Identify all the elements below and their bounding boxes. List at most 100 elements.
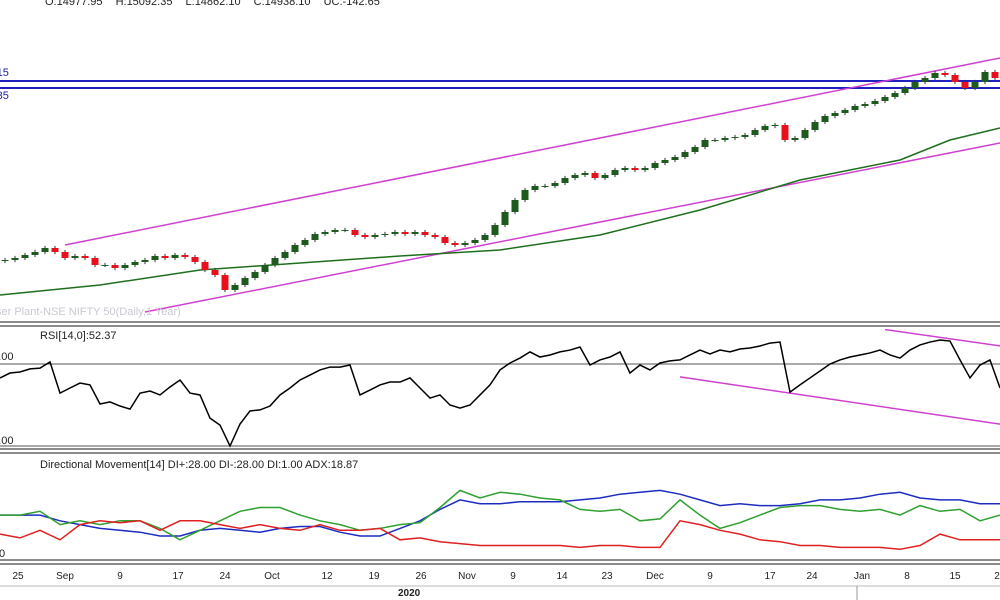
- candle-body: [31, 252, 39, 255]
- candle-body: [901, 88, 909, 93]
- x-tick-label: Oct: [264, 571, 280, 582]
- candle-body: [421, 232, 429, 235]
- candle-body: [381, 234, 389, 235]
- candle-body: [531, 186, 539, 190]
- candle-body: [511, 200, 519, 212]
- x-tick-label: 23: [601, 571, 613, 582]
- x-tick-label: 25: [12, 571, 24, 582]
- candle-body: [81, 256, 89, 258]
- candle-body: [281, 252, 289, 258]
- candle-body: [271, 258, 279, 265]
- x-tick-label: 2: [994, 571, 1000, 582]
- candle-body: [171, 255, 179, 258]
- candle-body: [251, 272, 259, 278]
- candle-body: [471, 240, 479, 243]
- candle-body: [621, 168, 629, 170]
- candle-body: [521, 190, 529, 200]
- price-trendline: [64, 57, 1000, 246]
- dmi-di-plus-line: [0, 489, 1000, 541]
- year-label: 2020: [398, 588, 421, 599]
- x-tick-label: Jan: [853, 571, 871, 582]
- candle-body: [971, 82, 979, 88]
- candle-body: [51, 248, 59, 252]
- x-tick-label: 9: [510, 571, 516, 582]
- x-tick-label: 19: [368, 571, 380, 582]
- candle-body: [121, 265, 129, 268]
- candle-body: [781, 125, 789, 140]
- candle-body: [911, 82, 919, 88]
- candle-body: [841, 110, 849, 113]
- x-tick-label: Dec: [646, 571, 664, 582]
- candle-body: [131, 262, 139, 265]
- candle-body: [261, 265, 269, 272]
- candle-body: [431, 235, 439, 237]
- rsi-level-70: 70.00: [0, 351, 14, 363]
- candle-body: [831, 113, 839, 116]
- candle-body: [191, 257, 199, 262]
- candle-body: [401, 232, 409, 234]
- level-label-2: 14336.35: [0, 90, 9, 102]
- candle-body: [501, 212, 509, 225]
- candle-body: [321, 232, 329, 234]
- candle-body: [861, 104, 869, 106]
- x-tick-label: 24: [806, 571, 818, 582]
- candle-body: [931, 73, 939, 78]
- candle-body: [661, 160, 669, 163]
- ohlc-readout: O:14977.95 H:15092.35 L:14862.10 C:14938…: [45, 0, 390, 8]
- candle-body: [691, 147, 699, 152]
- candle-body: [481, 235, 489, 240]
- candle-body: [311, 234, 319, 240]
- dmi-adx-line: [0, 489, 1000, 537]
- open-value: O:14977.95: [45, 0, 103, 8]
- candle-body: [181, 255, 189, 257]
- candle-body: [491, 225, 499, 235]
- candle-body: [371, 235, 379, 237]
- candle-body: [551, 183, 559, 186]
- close-value: C:14938.10: [253, 0, 311, 8]
- candle-body: [791, 138, 799, 140]
- x-tick-label: 17: [172, 571, 184, 582]
- x-tick-label: 9: [117, 571, 123, 582]
- dmi-di-minus-line: [0, 519, 1000, 551]
- candle-body: [61, 252, 69, 258]
- rsi-trendline: [679, 376, 1000, 425]
- candle-body: [591, 173, 599, 178]
- candle-body: [961, 82, 969, 88]
- candle-body: [751, 130, 759, 135]
- candle-body: [411, 232, 419, 234]
- candle-body: [801, 130, 809, 138]
- candle-body: [681, 152, 689, 157]
- low-value: L:14862.10: [185, 0, 241, 8]
- candle-body: [871, 101, 879, 104]
- level-label-1: 14469.15: [0, 67, 9, 79]
- candle-body: [851, 106, 859, 110]
- candle-body: [921, 78, 929, 82]
- candle-body: [561, 178, 569, 183]
- candle-body: [71, 256, 79, 258]
- candle-body: [391, 232, 399, 234]
- candle-body: [41, 248, 49, 252]
- candle-body: [461, 243, 469, 245]
- x-tick-label: 24: [219, 571, 231, 582]
- candle-body: [451, 243, 459, 245]
- candle-body: [641, 168, 649, 170]
- dmi-title: Directional Movement[14] DI+:28.00 DI-:2…: [40, 459, 359, 471]
- candle-body: [821, 116, 829, 122]
- candle-body: [141, 260, 149, 262]
- candle-body: [541, 186, 549, 187]
- change-value: UC:-142.65: [323, 0, 380, 8]
- candle-body: [291, 245, 299, 252]
- candle-body: [761, 126, 769, 130]
- candle-body: [151, 256, 159, 260]
- candle-body: [351, 230, 359, 235]
- x-tick-label: Nov: [458, 571, 476, 582]
- rsi-level-30: 30.00: [0, 435, 14, 447]
- x-tick-label: 12: [321, 571, 333, 582]
- candle-body: [941, 73, 949, 75]
- price-trendline: [144, 142, 1000, 313]
- candle-body: [711, 140, 719, 141]
- chart-watermark: ser Plant-NSE NIFTY 50(Daily,1 Year): [0, 306, 181, 318]
- candle-body: [721, 138, 729, 140]
- candle-body: [811, 122, 819, 130]
